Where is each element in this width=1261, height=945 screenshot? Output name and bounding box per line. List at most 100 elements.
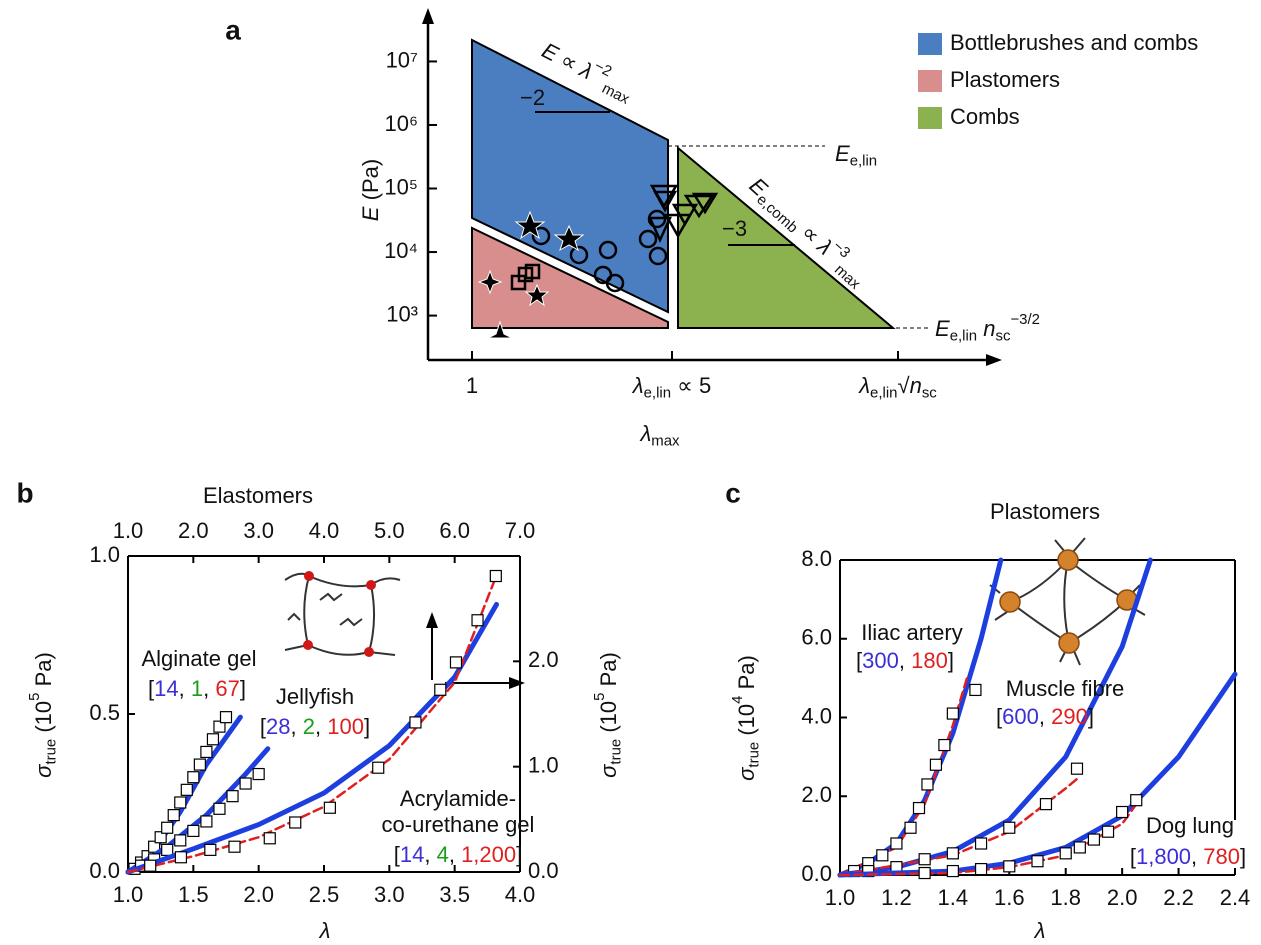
text-part: sc xyxy=(996,328,1011,345)
data-point xyxy=(200,815,213,828)
y-tick-label: 0.0 xyxy=(89,858,120,883)
strand xyxy=(1009,559,1128,644)
arrow-head xyxy=(426,612,438,628)
network-illustration xyxy=(284,572,401,656)
text-part: , xyxy=(179,676,191,701)
text-part: ] xyxy=(1240,844,1246,869)
core xyxy=(1057,549,1079,571)
y-tick-label: 10⁴ xyxy=(384,238,418,263)
y-tick-label: 10⁵ xyxy=(384,174,418,199)
text-part: ] xyxy=(1088,704,1094,729)
y-tick-label: 6.0 xyxy=(801,625,832,650)
x-tick-label: 1.8 xyxy=(1050,885,1081,910)
text-part: E xyxy=(935,316,950,341)
series-label: co-urethane gel xyxy=(382,812,535,837)
x-tick-label: λe,lin ∝ 5 xyxy=(632,373,711,402)
text-part: 67 xyxy=(215,676,239,701)
crosslinks xyxy=(303,571,376,657)
data-point xyxy=(912,801,926,815)
symbol xyxy=(648,246,668,266)
text-part: n xyxy=(910,373,922,398)
data-point xyxy=(174,851,188,864)
text-part: [ xyxy=(996,704,1002,729)
text-part: E xyxy=(835,141,850,166)
text-part: , xyxy=(1191,844,1203,869)
symbol xyxy=(569,245,589,265)
star-symbols xyxy=(477,210,585,339)
text-part: ] xyxy=(240,676,246,701)
series-label: Iliac artery xyxy=(861,620,962,645)
text-part: , xyxy=(291,714,303,739)
legend-swatch xyxy=(918,33,942,55)
text-part: σ xyxy=(734,767,759,781)
legend-label: Bottlebrushes and combs xyxy=(950,30,1198,55)
symbol xyxy=(663,213,693,239)
text-part: E xyxy=(358,206,383,221)
data-point xyxy=(1116,805,1129,819)
x-axis-label: λ xyxy=(319,918,331,943)
data-point xyxy=(1070,762,1084,775)
text-part: 5 xyxy=(591,693,608,701)
text-part: 290 xyxy=(1051,704,1088,729)
parameters: [600, 290] xyxy=(996,704,1094,729)
symbol xyxy=(671,203,699,227)
text-part: sc xyxy=(922,385,937,402)
text-part: (10 xyxy=(31,701,56,739)
text-part: e,lin xyxy=(644,385,671,402)
x-tick-label: 1 xyxy=(466,373,478,398)
data-point xyxy=(204,843,217,856)
data-point xyxy=(187,824,200,838)
parameters: [300, 180] xyxy=(856,648,954,673)
data-point xyxy=(228,840,241,853)
data-point xyxy=(946,864,959,878)
series-label: Jellyfish xyxy=(276,684,354,709)
series-label: Muscle fibre xyxy=(1006,676,1125,701)
data-point xyxy=(1073,841,1086,854)
symbol xyxy=(605,273,625,293)
x-tick-label: 4.0 xyxy=(505,882,536,907)
text-part: σ xyxy=(596,764,621,778)
text-part: e,lin xyxy=(950,328,977,345)
text-part: λ xyxy=(858,373,870,398)
text-part: [ xyxy=(394,842,400,867)
x-tick-label: 2.0 xyxy=(243,882,274,907)
text-part: 1 xyxy=(466,373,478,398)
data-point xyxy=(449,656,463,669)
x2-tick-label: 4.0 xyxy=(309,518,340,543)
data-point xyxy=(213,720,226,733)
data-point xyxy=(174,796,187,809)
text-part: , xyxy=(315,714,327,739)
data-point xyxy=(239,777,252,790)
text-part: , xyxy=(449,842,461,867)
text-part: e,lin xyxy=(870,385,897,402)
data-point xyxy=(144,859,157,872)
text-part: n xyxy=(983,316,995,341)
series-label: Acrylamide- xyxy=(400,786,516,811)
symbol xyxy=(648,216,672,244)
annotation: −3 xyxy=(722,216,747,241)
x2-tick-label: 3.0 xyxy=(243,518,274,543)
x2-tick-label: 6.0 xyxy=(439,518,470,543)
crosslink xyxy=(364,647,374,657)
parameters: [1,800, 780] xyxy=(1130,844,1246,869)
y-tick-label: 0.5 xyxy=(89,700,120,725)
data-point xyxy=(174,834,187,847)
x-tick-label: 2.5 xyxy=(309,882,340,907)
y-axis-label: σtrue (104 Pa) xyxy=(729,655,763,781)
data-point xyxy=(167,809,180,822)
region xyxy=(471,38,669,314)
y2-axis-label: σtrue (105 Pa) xyxy=(591,652,625,778)
text-part: (Pa) xyxy=(358,159,383,207)
x-tick-label: 2.4 xyxy=(1220,885,1251,910)
text-part: [ xyxy=(148,676,154,701)
text-part: σ xyxy=(31,764,56,778)
x2-tick-label: 1.0 xyxy=(113,518,144,543)
text-part: Pa) xyxy=(31,652,56,692)
text-part: 780 xyxy=(1203,844,1240,869)
symbol xyxy=(598,240,618,260)
text-part: √ xyxy=(897,373,910,398)
text-part: 5 xyxy=(26,693,43,701)
data-point xyxy=(471,614,484,627)
text-part: 14 xyxy=(400,842,424,867)
y-tick-label: 2.0 xyxy=(801,782,832,807)
